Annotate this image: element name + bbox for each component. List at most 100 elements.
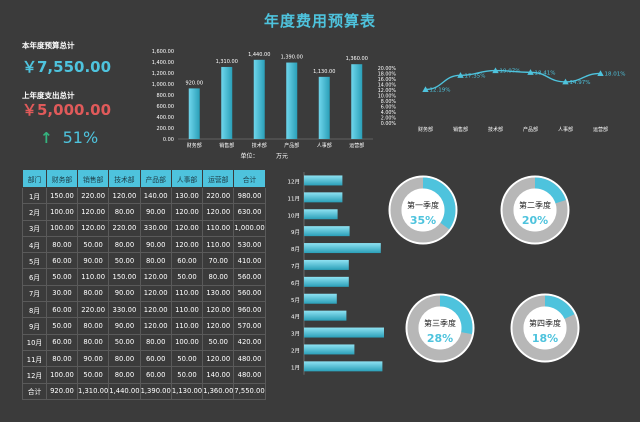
y-tick-label: 11月 xyxy=(288,195,301,202)
line-data-label: 19.07% xyxy=(500,69,521,75)
table-cell: 1,310.00 xyxy=(76,382,110,400)
x-tick-label: 人事部 xyxy=(558,126,573,133)
table-cell: 220.00 xyxy=(202,186,235,205)
y-tick-label: 10.00% xyxy=(378,93,397,99)
line-data-label: 12.19% xyxy=(430,87,451,93)
table-cell: 120.00 xyxy=(139,284,172,303)
table-row: 10月 60.00 80.00 50.00 80.00 100.00 50.00 420.00 xyxy=(22,333,266,351)
table-cell: 90.00 xyxy=(139,203,172,221)
donut-label: 第四季度 xyxy=(529,318,561,328)
page-title: 年度费用预算表 xyxy=(263,12,376,30)
x-tick-label: 产品部 xyxy=(523,126,538,133)
bar-data-label: 1,310.00 xyxy=(216,59,238,65)
table-cell: 410.00 xyxy=(233,252,266,270)
bar-data-label: 1,440.00 xyxy=(248,52,270,58)
x-tick-label: 技术部 xyxy=(252,142,267,149)
bar-data-label: 1,360.00 xyxy=(346,56,368,62)
series-line xyxy=(425,69,601,91)
table-cell: 120.00 xyxy=(76,219,110,237)
table-cell: 60.00 xyxy=(139,366,172,384)
table-cell: 120.00 xyxy=(202,203,235,221)
table-cell: 80.00 xyxy=(202,268,235,286)
y-tick-label: 8月 xyxy=(291,246,300,253)
arrow-up-icon: ↑ xyxy=(40,128,53,147)
line-point xyxy=(492,67,499,74)
table-cell: 100.00 xyxy=(46,203,78,221)
table-cell: 120.00 xyxy=(108,186,141,205)
y-tick-label: 8.00% xyxy=(381,99,397,105)
table-cell: 8月 xyxy=(22,301,47,319)
expense-total-label: 上年度支出总计 xyxy=(22,91,75,100)
table-cell: 7月 xyxy=(22,284,47,303)
table-cell: 120.00 xyxy=(76,203,110,221)
table-cell: 120.00 xyxy=(170,219,204,237)
table-row: 8月 60.00 220.00 330.00 120.00 110.00 120.00 960… xyxy=(22,301,266,319)
table-cell: 70.00 xyxy=(202,252,235,270)
table-row: 9月 50.00 80.00 90.00 120.00 110.00 120.00 570.0… xyxy=(22,317,266,335)
table-header-cell: 财务部 xyxy=(46,169,78,188)
y-tick-label: 9月 xyxy=(291,229,300,236)
table-row: 4月 80.00 50.00 80.00 90.00 120.00 110.00 530.00 xyxy=(22,235,266,254)
table-header-cell: 运营部 xyxy=(202,169,235,188)
table-cell: 9月 xyxy=(22,317,47,335)
table-cell: 980.00 xyxy=(233,186,266,205)
table-cell: 60.00 xyxy=(139,349,172,368)
table-cell: 120.00 xyxy=(139,317,172,335)
table-cell: 90.00 xyxy=(76,349,110,368)
table-cell: 120.00 xyxy=(202,301,235,319)
hbar xyxy=(304,327,384,338)
unit-label: 单位： xyxy=(240,152,258,160)
table-cell: 1,000.00 xyxy=(233,219,266,237)
table-cell: 50.00 xyxy=(76,235,110,254)
table-cell: 5月 xyxy=(22,252,47,270)
x-tick-label: 财务部 xyxy=(187,142,202,149)
bar xyxy=(253,59,265,139)
table-cell: 80.00 xyxy=(108,366,141,384)
table-cell: 480.00 xyxy=(233,349,266,368)
bar-data-label: 1,130.00 xyxy=(313,69,335,75)
y-tick-label: 400.00 xyxy=(157,115,175,121)
x-tick-label: 运营部 xyxy=(349,142,364,149)
quarter-donut-charts: 第一季度 35% 第二季度 20% 第三季度 28% 第四季度 18% xyxy=(388,175,580,363)
table-cell: 60.00 xyxy=(46,301,78,319)
y-tick-label: 1,000.00 xyxy=(152,82,174,88)
table-cell: 12月 xyxy=(22,366,47,384)
table-header-cell: 人事部 xyxy=(170,169,204,188)
y-tick-label: 0.00 xyxy=(163,137,174,143)
table-cell: 80.00 xyxy=(76,333,110,351)
table-row: 3月 100.00 120.00 220.00 330.00 120.00 110.00 1,… xyxy=(22,219,266,237)
table-cell: 80.00 xyxy=(46,349,78,368)
budget-total-value: ￥7,550.00 xyxy=(22,58,112,76)
y-tick-label: 6月 xyxy=(291,280,300,287)
table-cell: 140.00 xyxy=(139,186,172,205)
bar xyxy=(286,62,298,139)
ratio-row: ↑ 51% xyxy=(40,128,98,147)
y-tick-label: 1月 xyxy=(291,364,300,371)
y-tick-label: 10月 xyxy=(288,212,301,219)
y-tick-label: 7月 xyxy=(291,263,300,270)
table-cell: 530.00 xyxy=(233,235,266,254)
table-header-row: 部门 财务部 销售部 技术部 产品部 人事部 运营部 合计 xyxy=(22,169,266,188)
table-cell: 110.00 xyxy=(170,317,204,335)
hbar xyxy=(304,259,349,270)
table-cell: 150.00 xyxy=(46,186,78,205)
table-cell: 4月 xyxy=(22,235,47,254)
table-cell: 50.00 xyxy=(108,252,141,270)
table-cell: 110.00 xyxy=(202,219,235,237)
table-cell: 220.00 xyxy=(76,301,110,319)
x-tick-label: 人事部 xyxy=(317,142,332,149)
table-cell: 6月 xyxy=(22,268,47,286)
line-data-label: 18.01% xyxy=(605,71,626,77)
donut-slice xyxy=(502,177,568,243)
table-cell: 80.00 xyxy=(46,235,78,254)
y-tick-label: 6.00% xyxy=(381,104,397,110)
donut-label: 第一季度 xyxy=(407,200,439,210)
hbar xyxy=(304,361,383,372)
table-cell: 90.00 xyxy=(108,317,141,335)
y-tick-label: 12.00% xyxy=(378,88,397,94)
department-budget-bar-chart: 0.00 200.00 400.00 600.00 800.00 1,000.00 1,20… xyxy=(152,49,373,160)
line-data-label: 14.97% xyxy=(570,80,591,86)
table-cell: 140.00 xyxy=(202,366,235,384)
table-row: 7月 30.00 80.00 90.00 120.00 110.00 130.00 560.0… xyxy=(22,284,266,303)
x-tick-label: 运营部 xyxy=(593,126,608,133)
